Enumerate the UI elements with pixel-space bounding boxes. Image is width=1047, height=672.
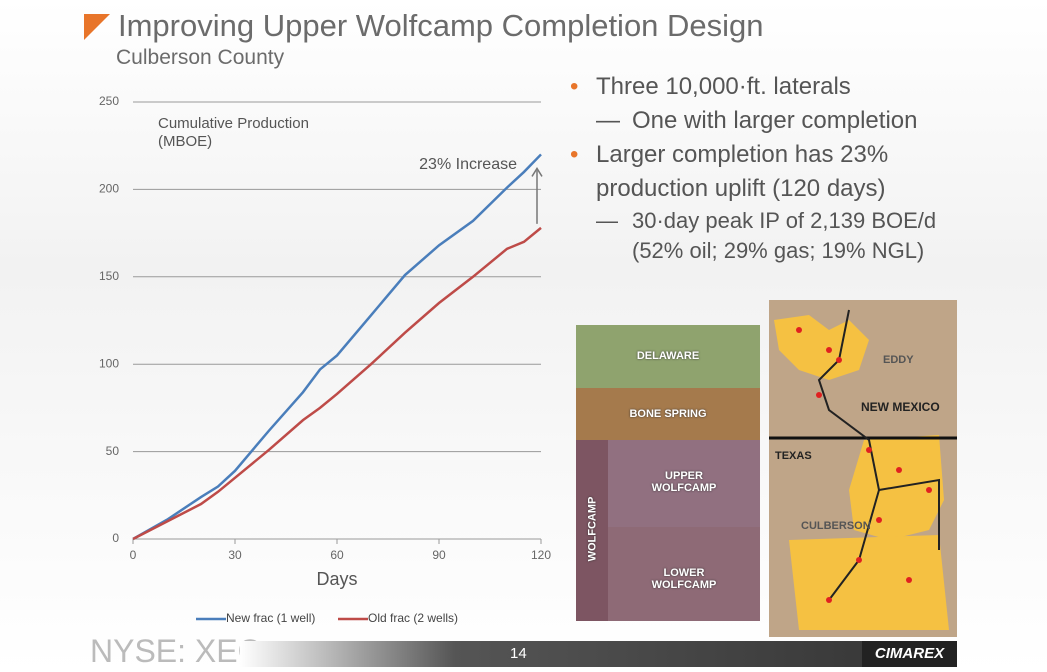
x-tick-label: 90 [432, 548, 446, 562]
strata-layer: BONE SPRING [576, 388, 760, 440]
subtitle: Culberson County [116, 46, 285, 69]
strata-column: DELAWARE BONE SPRING WOLFCAMP UPPER WOLF… [576, 325, 760, 621]
sub-bullet: One with larger completion [632, 107, 918, 134]
ticker: NYSE: XEC [90, 633, 261, 669]
title-triangle [84, 14, 110, 40]
x-tick-label: 0 [130, 548, 137, 562]
map-label: CULBERSON [801, 520, 871, 532]
y-tick-label: 50 [106, 444, 120, 458]
map-shapes [769, 309, 957, 630]
y-tick-label: 100 [99, 356, 119, 370]
series-line [132, 153, 542, 541]
y-axis-title: Cumulative Production [158, 115, 309, 132]
annotation: 23% Increase [419, 156, 517, 173]
y-axis-title: (MBOE) [158, 133, 212, 150]
strata-group [576, 440, 608, 621]
map-label: NEW MEXICO [861, 400, 940, 414]
x-axis-title: Days [316, 569, 357, 589]
x-tick-label: 120 [531, 548, 551, 562]
bullets: • Three 10,000·ft. laterals — One with lar… [570, 70, 960, 266]
strata-layer: DELAWARE [576, 325, 760, 388]
bullet: Three 10,000·ft. laterals [596, 73, 851, 100]
y-tick-label: 150 [99, 269, 119, 283]
bullet: Larger completion has 23% production upl… [596, 141, 889, 202]
logo: CIMAREX [862, 641, 957, 667]
legend-label: Old frac (2 wells) [368, 611, 458, 625]
strata-layer: UPPER WOLFCAMP [608, 440, 760, 527]
x-tick-label: 60 [330, 548, 344, 562]
map-label: EDDY [883, 354, 914, 366]
title: Improving Upper Wolfcamp Completion Desi… [118, 8, 764, 43]
y-tick-label: 250 [99, 94, 119, 108]
y-tick-label: 200 [99, 182, 119, 196]
annotation-arrowhead [531, 167, 543, 177]
series-line [132, 226, 542, 541]
map-label: TEXAS [775, 450, 812, 462]
y-tick-label: 0 [112, 531, 119, 545]
legend-label: New frac (1 well) [226, 611, 315, 625]
page-number: 14 [510, 645, 527, 662]
strata-group-label: WOLFCAMP [586, 496, 599, 562]
map: EDDY NEW MEXICO TEXAS CULBERSON [769, 300, 957, 637]
strata-layer: LOWER WOLFCAMP [608, 527, 760, 621]
chart: 0 50 100 150 200 250 0 30 60 90 120 Cumulative Prod… [99, 94, 551, 625]
x-tick-label: 30 [228, 548, 242, 562]
sub-bullet: 30·day peak IP of 2,139 BOE/d (52% oil; … [632, 208, 937, 263]
footer-bar [240, 641, 957, 667]
